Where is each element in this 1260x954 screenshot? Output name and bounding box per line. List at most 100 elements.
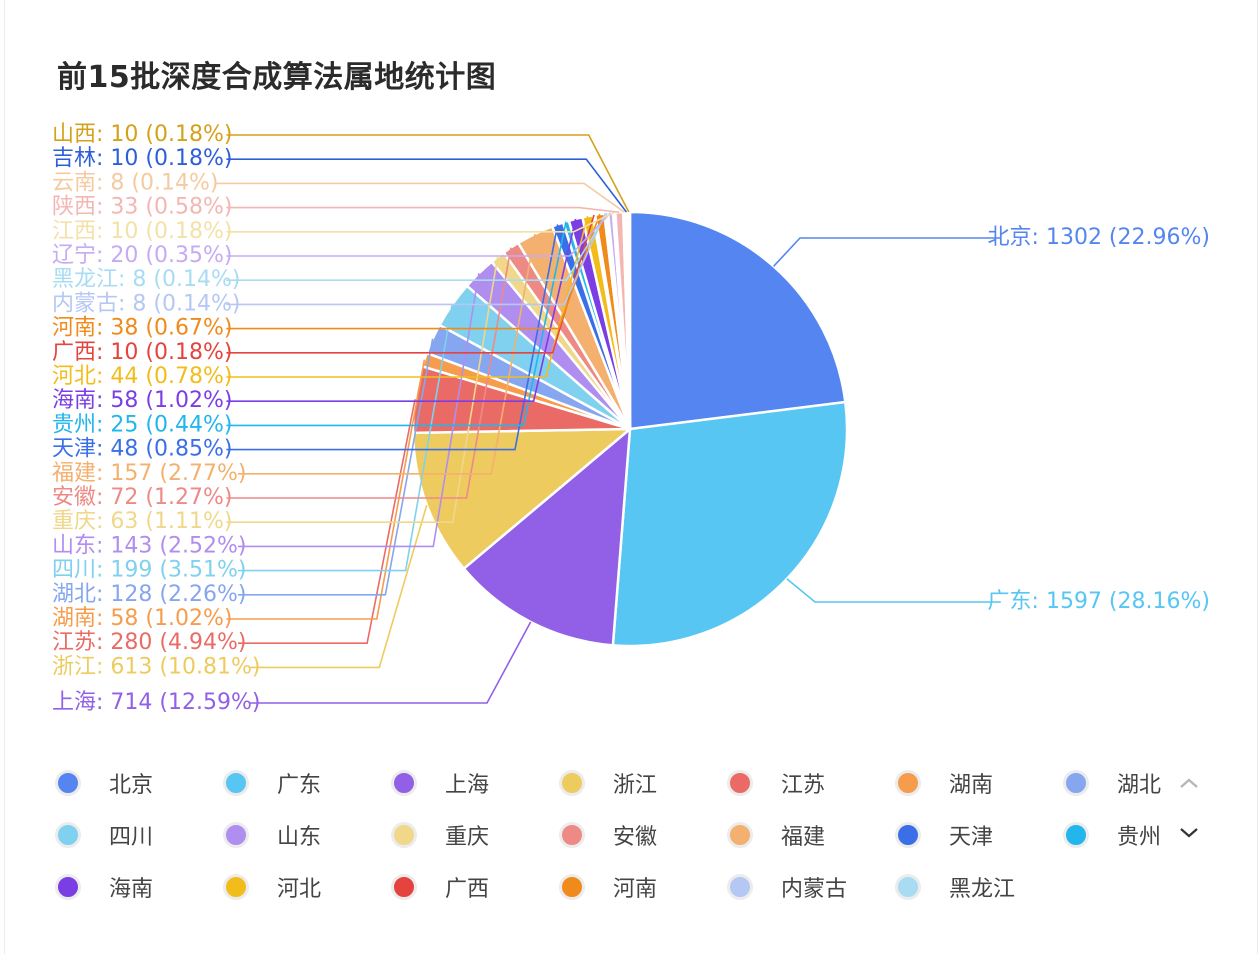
label-line-5 (226, 359, 426, 620)
legend-swatch (727, 874, 753, 900)
legend-swatch (1063, 822, 1089, 848)
legend-item[interactable]: 安徽 (559, 820, 657, 850)
label-line-2 (249, 621, 532, 704)
legend-item[interactable]: 福建 (727, 820, 825, 850)
label-line-24 (226, 158, 628, 213)
legend-item[interactable]: 北京 (55, 768, 153, 798)
legend-swatch (391, 874, 417, 900)
legend-item[interactable]: 广西 (391, 872, 489, 902)
slice-label-22: 陕西: 33 (0.58%) (52, 195, 232, 220)
legend-swatch (391, 770, 417, 796)
label-line-22 (226, 206, 620, 214)
slice-label-23: 云南: 8 (0.14%) (52, 170, 218, 195)
slice-label-3: 浙江: 613 (10.81%) (52, 654, 260, 679)
label-line-19 (226, 212, 608, 282)
legend-label: 湖北 (1117, 773, 1162, 798)
slice-label-16: 广西: 10 (0.18%) (52, 340, 232, 365)
slice-label-12: 天津: 48 (0.85%) (52, 437, 232, 462)
slice-label-5: 湖南: 58 (1.02%) (52, 606, 232, 631)
slice-label-4: 江苏: 280 (4.94%) (52, 630, 246, 655)
legend-item[interactable]: 山东 (223, 820, 321, 850)
slice-label-21: 江西: 10 (0.18%) (52, 219, 232, 244)
slice-label-1: 广东: 1597 (28.16%) (988, 589, 1210, 614)
legend-item[interactable]: 河北 (223, 872, 321, 902)
legend-swatch (55, 770, 81, 796)
label-line-25 (226, 134, 630, 213)
legend-label: 河南 (613, 877, 658, 902)
legend-label: 广西 (445, 877, 490, 902)
chevron-up-icon[interactable] (1176, 768, 1202, 798)
legend-item[interactable]: 黑龙江 (895, 872, 1015, 902)
pie-slice-2[interactable] (462, 426, 632, 647)
chart-title: 前15批深度合成算法属地统计图 (57, 60, 497, 95)
legend-label: 贵州 (1117, 825, 1162, 850)
legend-item[interactable]: 天津 (895, 820, 993, 850)
legend-item[interactable]: 内蒙古 (727, 872, 847, 902)
legend-label: 福建 (781, 825, 826, 850)
legend-item[interactable]: 河南 (559, 872, 657, 902)
pie-slice-0[interactable] (628, 210, 847, 431)
legend-swatch (55, 874, 81, 900)
slice-label-14: 海南: 58 (1.02%) (52, 388, 232, 413)
legend-label: 浙江 (613, 773, 658, 798)
slice-label-20: 辽宁: 20 (0.35%) (52, 243, 232, 268)
label-line-13 (226, 221, 567, 427)
chart-legend: 北京 广东 上海 浙江 江苏 湖南 湖北四川 山东 重庆 安徽 福建 天津 贵州海南 河北 广西 河南 内蒙古 黑… (55, 760, 1195, 920)
legend-label: 安徽 (613, 825, 658, 850)
legend-label: 内蒙古 (781, 877, 848, 902)
legend-item[interactable]: 湖南 (895, 768, 993, 798)
legend-swatch (223, 874, 249, 900)
legend-label: 河北 (277, 877, 322, 902)
label-line-9 (226, 256, 499, 524)
legend-pager (1176, 768, 1202, 848)
slice-label-19: 黑龙江: 8 (0.14%) (52, 267, 240, 292)
legend-item[interactable]: 江苏 (727, 768, 825, 798)
legend-label: 黑龙江 (949, 877, 1016, 902)
legend-swatch (1063, 770, 1089, 796)
label-line-8 (238, 273, 480, 548)
label-line-15 (226, 215, 589, 378)
legend-label: 上海 (445, 773, 490, 798)
legend-swatch (727, 770, 753, 796)
legend-item[interactable]: 广东 (223, 768, 321, 798)
pie-slice-1[interactable] (611, 400, 849, 648)
legend-label: 天津 (949, 825, 994, 850)
legend-label: 海南 (109, 877, 154, 902)
legend-item[interactable]: 上海 (391, 768, 489, 798)
legend-item[interactable]: 浙江 (559, 768, 657, 798)
legend-swatch (895, 874, 921, 900)
label-line-10 (226, 247, 512, 499)
legend-swatch (559, 822, 585, 848)
legend-swatch (223, 822, 249, 848)
legend-swatch (559, 874, 585, 900)
legend-item[interactable]: 海南 (55, 872, 153, 902)
legend-label: 四川 (109, 825, 154, 850)
slice-label-9: 重庆: 63 (1.11%) (52, 509, 232, 534)
slice-label-15: 河北: 44 (0.78%) (52, 364, 232, 389)
slice-label-18: 内蒙古: 8 (0.14%) (52, 291, 240, 316)
legend-item[interactable]: 湖北 (1063, 768, 1161, 798)
label-line-4 (238, 399, 416, 645)
label-line-6 (238, 338, 434, 596)
label-line-7 (238, 304, 453, 572)
legend-item[interactable]: 四川 (55, 820, 153, 850)
label-line-12 (226, 224, 559, 451)
chevron-down-icon[interactable] (1176, 818, 1202, 848)
label-line-1 (786, 578, 1001, 603)
legend-swatch (391, 822, 417, 848)
label-line-23 (214, 182, 625, 213)
legend-swatch (55, 822, 81, 848)
legend-item[interactable]: 重庆 (391, 820, 489, 850)
slice-label-17: 河南: 38 (0.67%) (52, 316, 232, 341)
legend-label: 广东 (277, 773, 322, 798)
label-line-18 (226, 213, 606, 306)
legend-label: 北京 (109, 773, 154, 798)
slice-label-0: 北京: 1302 (22.96%) (988, 225, 1210, 250)
label-line-11 (238, 233, 536, 475)
legend-swatch (727, 822, 753, 848)
legend-label: 重庆 (445, 825, 490, 850)
legend-swatch (895, 770, 921, 796)
legend-item[interactable]: 贵州 (1063, 820, 1161, 850)
label-line-20 (226, 212, 612, 257)
